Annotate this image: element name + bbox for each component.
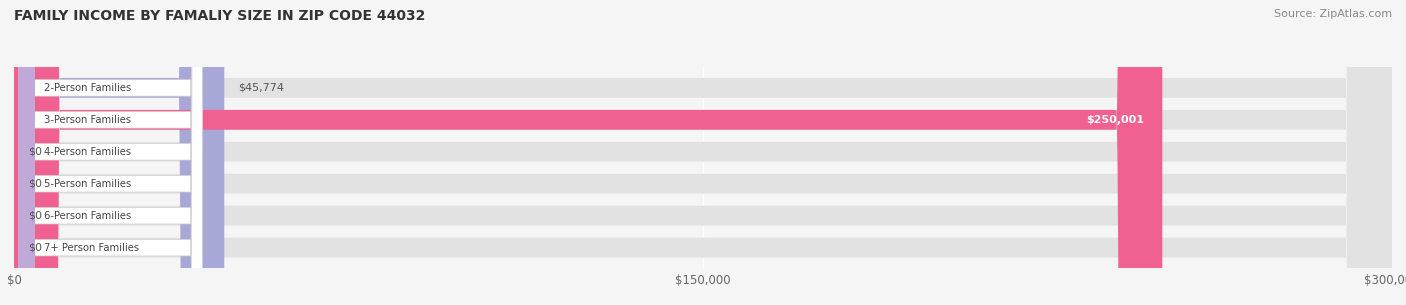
FancyBboxPatch shape	[18, 0, 35, 305]
FancyBboxPatch shape	[14, 0, 1392, 305]
Text: 6-Person Families: 6-Person Families	[44, 211, 131, 221]
FancyBboxPatch shape	[18, 0, 35, 305]
FancyBboxPatch shape	[14, 0, 1163, 305]
FancyBboxPatch shape	[14, 0, 1392, 305]
FancyBboxPatch shape	[18, 0, 202, 305]
FancyBboxPatch shape	[18, 0, 35, 305]
Text: $0: $0	[28, 211, 42, 221]
FancyBboxPatch shape	[14, 0, 1392, 305]
Text: 7+ Person Families: 7+ Person Families	[44, 243, 139, 253]
FancyBboxPatch shape	[14, 0, 1392, 305]
FancyBboxPatch shape	[14, 0, 225, 305]
Text: Source: ZipAtlas.com: Source: ZipAtlas.com	[1274, 9, 1392, 19]
Text: 3-Person Families: 3-Person Families	[44, 115, 131, 125]
FancyBboxPatch shape	[18, 0, 35, 305]
FancyBboxPatch shape	[14, 0, 1392, 305]
Text: FAMILY INCOME BY FAMALIY SIZE IN ZIP CODE 44032: FAMILY INCOME BY FAMALIY SIZE IN ZIP COD…	[14, 9, 426, 23]
Text: $0: $0	[28, 179, 42, 189]
Text: 2-Person Families: 2-Person Families	[44, 83, 131, 93]
FancyBboxPatch shape	[18, 0, 202, 305]
Text: 5-Person Families: 5-Person Families	[44, 179, 131, 189]
FancyBboxPatch shape	[18, 0, 202, 305]
Text: 4-Person Families: 4-Person Families	[44, 147, 131, 157]
Text: $0: $0	[28, 243, 42, 253]
Text: $45,774: $45,774	[238, 83, 284, 93]
FancyBboxPatch shape	[18, 0, 202, 305]
Text: $0: $0	[28, 147, 42, 157]
FancyBboxPatch shape	[18, 0, 202, 305]
FancyBboxPatch shape	[14, 0, 1392, 305]
FancyBboxPatch shape	[18, 0, 35, 305]
FancyBboxPatch shape	[18, 0, 202, 305]
FancyBboxPatch shape	[18, 0, 35, 305]
Text: $250,001: $250,001	[1085, 115, 1144, 125]
